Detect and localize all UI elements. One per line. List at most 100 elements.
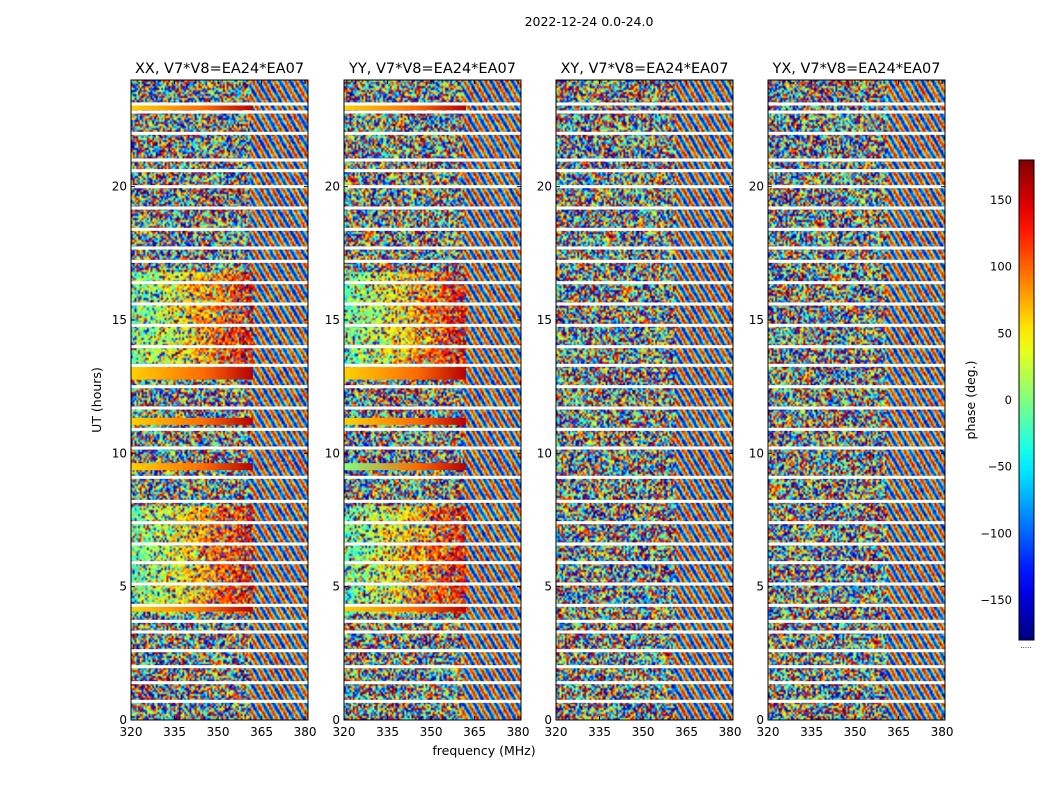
heatmap-image: [344, 80, 521, 720]
bright-row: [344, 417, 466, 425]
flagged-row: [344, 521, 521, 525]
flagged-row: [768, 102, 945, 106]
flagged-row: [131, 427, 308, 431]
colorbar-tick-label: −150: [980, 593, 1012, 607]
flagged-row: [768, 582, 945, 586]
flagged-row: [768, 446, 945, 450]
flagged-row: [768, 131, 945, 135]
x-tick-label: 350: [632, 725, 655, 739]
bright-row: [344, 463, 466, 471]
flagged-row: [131, 363, 308, 367]
flagged-row: [344, 102, 521, 106]
flagged-row: [344, 169, 521, 173]
bright-row: [131, 463, 253, 471]
heatmap-image: [768, 80, 945, 720]
y-tick-label: 10: [325, 446, 340, 460]
flagged-row: [344, 681, 521, 685]
colorbar-tick-label: −50: [988, 460, 1012, 474]
x-tick-label: 365: [887, 725, 910, 739]
flagged-row: [344, 630, 521, 634]
flagged-row: [131, 582, 308, 586]
flagged-row: [131, 185, 308, 189]
flagged-row: [344, 649, 521, 653]
y-tick-label: 20: [112, 180, 127, 194]
flagged-row: [556, 649, 733, 653]
y-tick-label: 5: [119, 580, 127, 594]
flagged-row: [768, 302, 945, 306]
flagged-row: [344, 406, 521, 410]
flagged-row: [344, 345, 521, 349]
flagged-row: [556, 630, 733, 634]
flagged-row: [344, 561, 521, 565]
flagged-row: [556, 246, 733, 250]
y-tick-label: 15: [112, 313, 127, 327]
colorbar-ticks: −150 −100 −50 0 50 100 150: [980, 193, 1034, 607]
flagged-row: [131, 649, 308, 653]
bright-row: [344, 372, 466, 380]
flagged-row: [768, 406, 945, 410]
flagged-row: [768, 561, 945, 565]
panels-group: XX, V7*V8=EA24*EA07 320 335 350 365 380 0 5 10 15…: [112, 61, 954, 739]
flagged-row: [131, 345, 308, 349]
flagged-row: [131, 102, 308, 106]
flagged-row: [344, 185, 521, 189]
flagged-row: [768, 259, 945, 263]
x-tick-label: 335: [800, 725, 823, 739]
flagged-row: [131, 246, 308, 250]
flagged-row: [556, 302, 733, 306]
flagged-row: [131, 475, 308, 479]
x-tick-label: 320: [545, 725, 568, 739]
axes-frame: [343, 79, 522, 721]
colorbar: −150 −100 −50 0 50 100 150 phase (deg.) .....: [963, 159, 1035, 650]
x-tick-label: 380: [719, 725, 742, 739]
y-tick-label: 10: [749, 446, 764, 460]
flagged-row: [344, 427, 521, 431]
flagged-row: [556, 561, 733, 565]
flagged-row: [344, 206, 521, 210]
panel-title: YY, V7*V8=EA24*EA07: [348, 61, 516, 77]
flagged-row: [344, 475, 521, 479]
flagged-row: [131, 665, 308, 669]
flagged-row: [768, 110, 945, 114]
flagged-row: [344, 699, 521, 703]
flagged-row: [556, 227, 733, 231]
x-tick-label: 365: [250, 725, 273, 739]
axes-frame: [555, 79, 734, 721]
flagged-row: [344, 110, 521, 114]
flagged-row: [768, 227, 945, 231]
x-tick-label: 320: [757, 725, 780, 739]
panel-title: XX, V7*V8=EA24*EA07: [135, 61, 304, 77]
axes-frame: [767, 79, 946, 721]
flagged-row: [344, 323, 521, 327]
panel-title: XY, V7*V8=EA24*EA07: [560, 61, 728, 77]
y-tick-label: 15: [749, 313, 764, 327]
flagged-row: [131, 406, 308, 410]
flagged-row: [344, 582, 521, 586]
flagged-row: [768, 603, 945, 607]
flagged-row: [131, 681, 308, 685]
flagged-row: [768, 246, 945, 250]
flagged-row: [556, 363, 733, 367]
flagged-row: [344, 446, 521, 450]
y-tick-label: 0: [119, 713, 127, 727]
panel-2: XY, V7*V8=EA24*EA07 320 335 350 365 380 0 5 10 15…: [537, 61, 742, 739]
flagged-row: [556, 131, 733, 135]
flagged-row: [131, 699, 308, 703]
figure-suptitle: 2022-12-24 0.0-24.0: [525, 14, 654, 29]
flagged-row: [131, 542, 308, 546]
flagged-row: [556, 446, 733, 450]
flagged-row: [556, 206, 733, 210]
flagged-row: [768, 281, 945, 285]
colorbar-footnote: .....: [1020, 642, 1031, 650]
panel-1: YY, V7*V8=EA24*EA07 320 335 350 365 380 0 5 10 15…: [325, 61, 530, 739]
flagged-row: [131, 110, 308, 114]
flagged-row: [131, 385, 308, 389]
y-tick-label: 0: [756, 713, 764, 727]
flagged-row: [344, 603, 521, 607]
flagged-row: [131, 227, 308, 231]
y-tick-label: 5: [544, 580, 552, 594]
flagged-row: [556, 665, 733, 669]
y-tick-label: 20: [325, 180, 340, 194]
flagged-row: [344, 158, 521, 162]
flagged-row: [768, 665, 945, 669]
